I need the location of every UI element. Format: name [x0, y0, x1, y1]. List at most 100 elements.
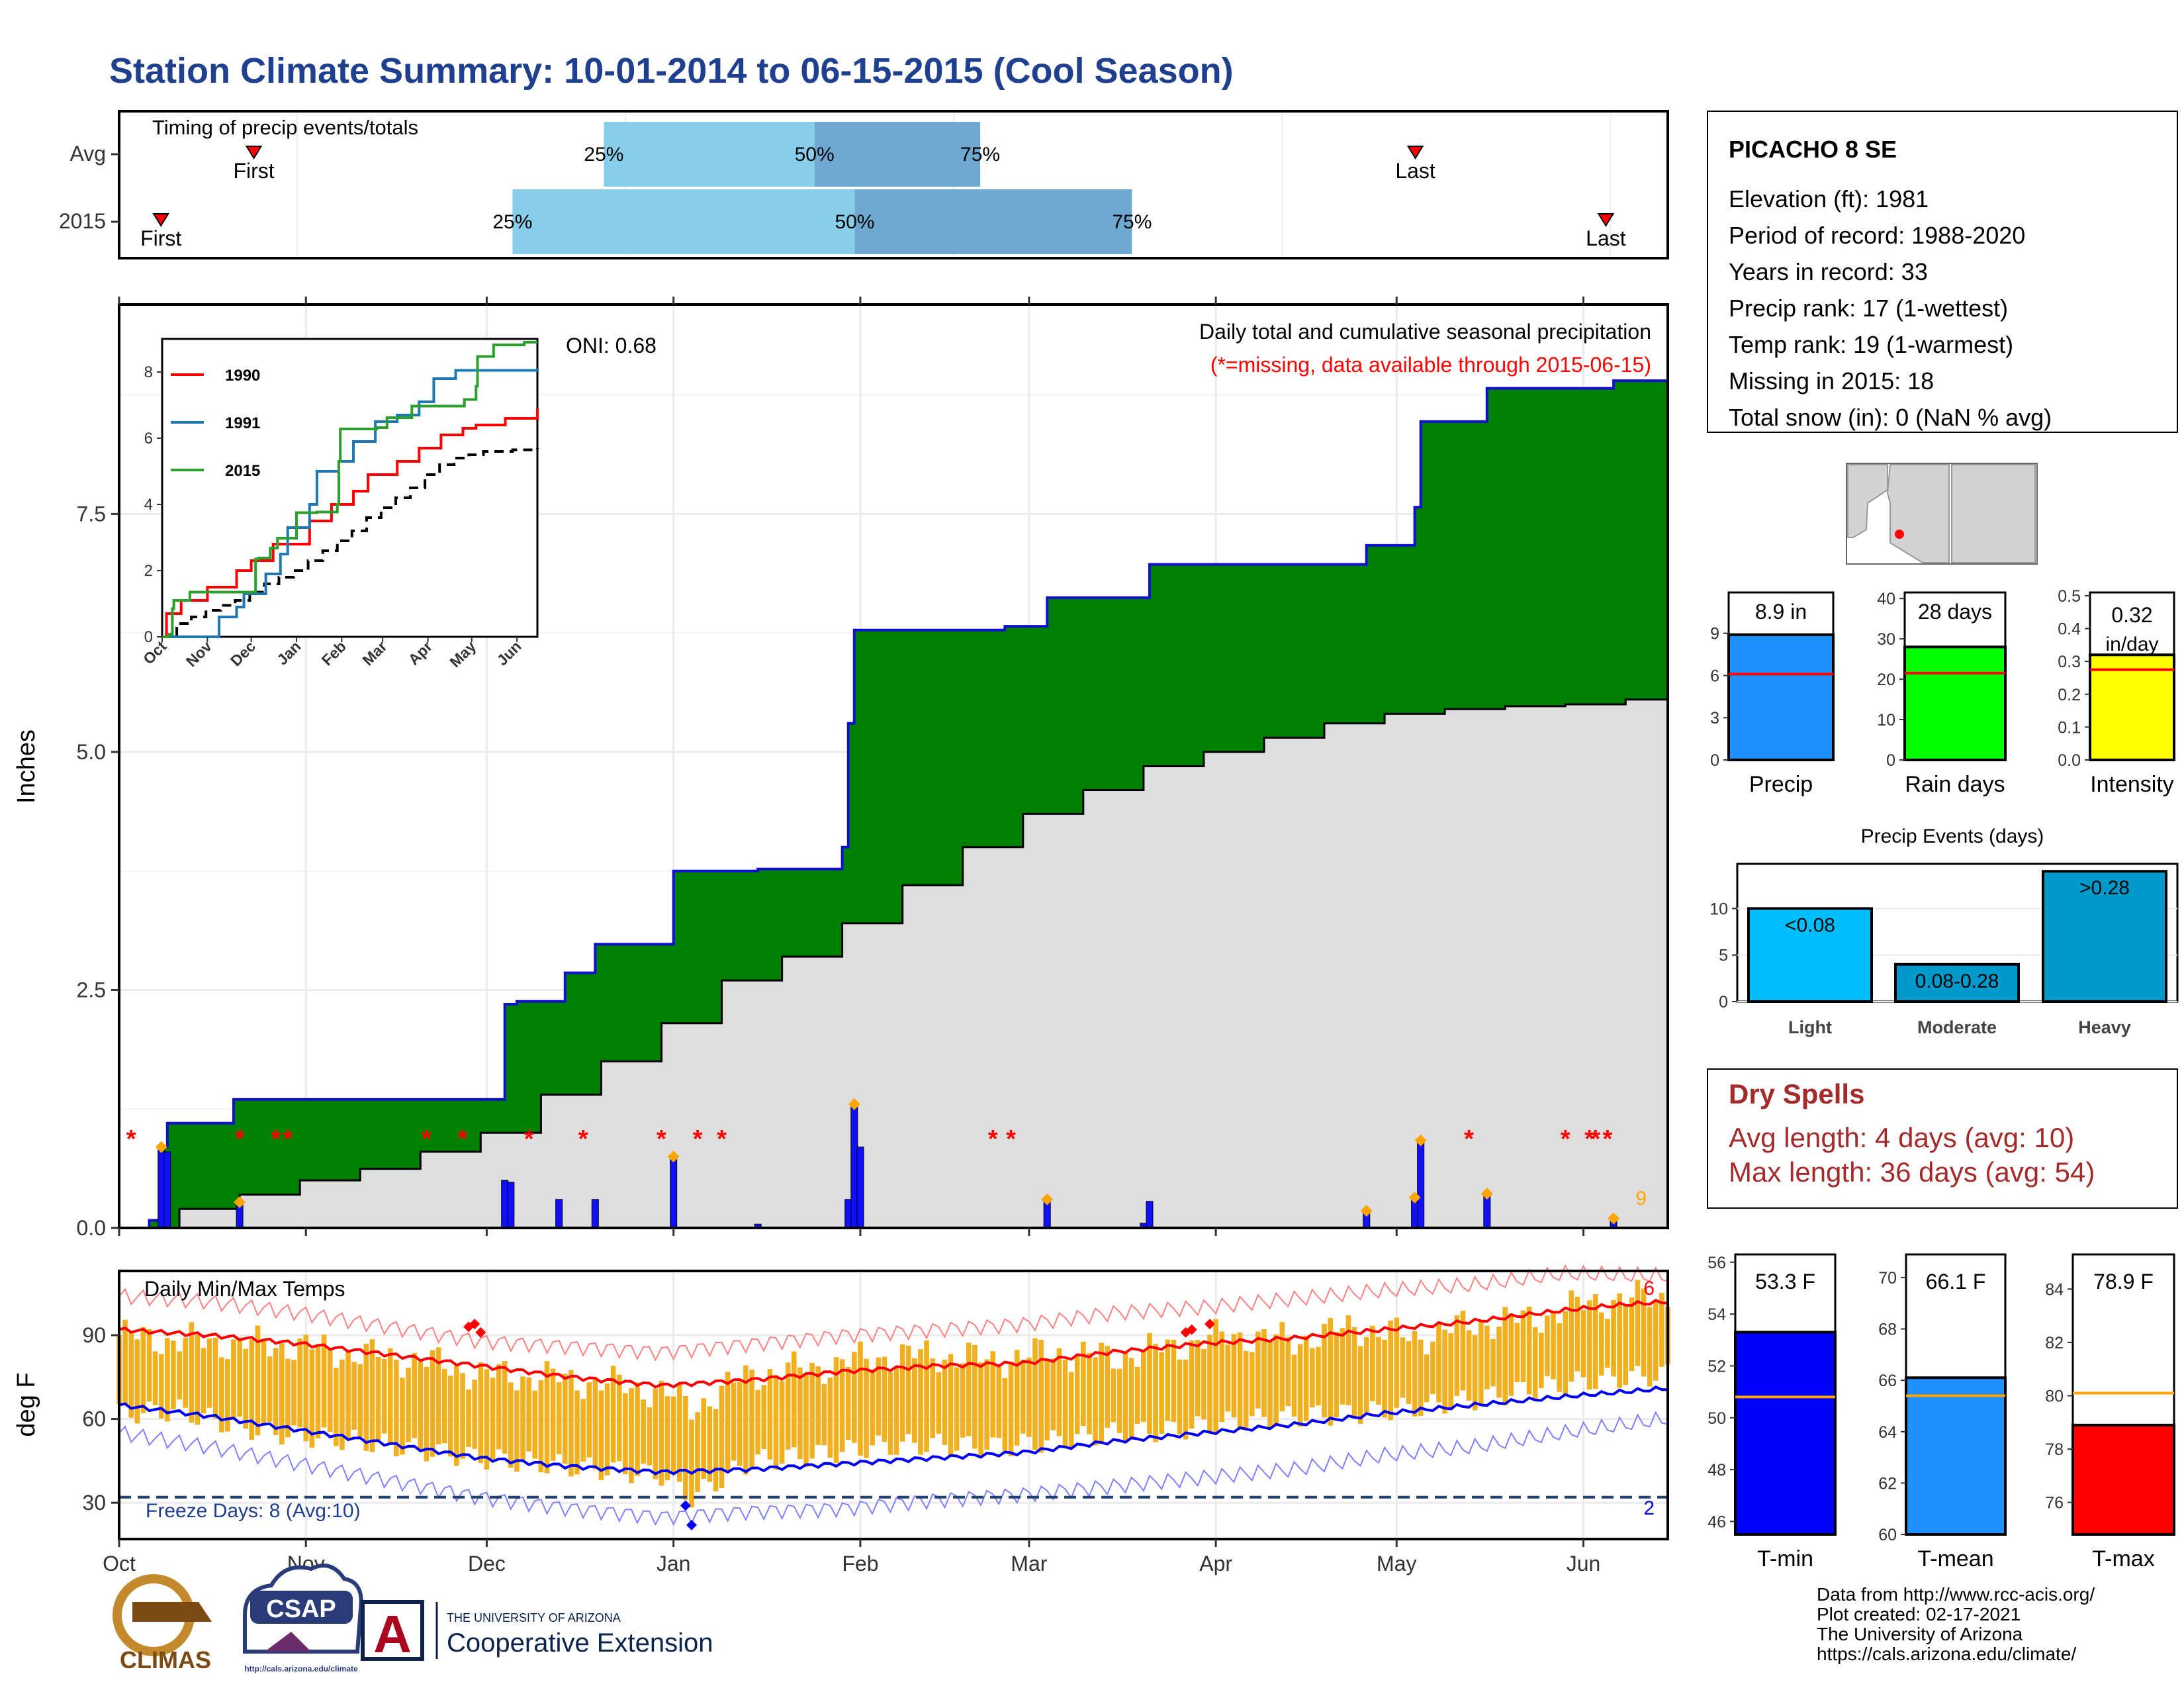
figure-title: Station Climate Summary: 10-01-2014 to 0… [109, 51, 1234, 91]
daily-temp-bar [870, 1369, 875, 1446]
missing-day-marker: * [1590, 1125, 1600, 1153]
temp-x-tick-label: Apr [1199, 1552, 1232, 1575]
daily-temp-bar [1623, 1304, 1629, 1385]
tmean-gauge-x-label: T-mean [1917, 1546, 1993, 1571]
daily-temp-bar [1400, 1337, 1406, 1398]
daily-temp-bar [761, 1385, 767, 1450]
daily-temp-bar [1243, 1350, 1249, 1430]
credit-line: https://cals.arizona.edu/climate/ [1817, 1644, 2076, 1664]
ua-logo-small-text: THE UNIVERSITY OF ARIZONA [447, 1611, 621, 1624]
daily-temp-bar [122, 1319, 128, 1405]
daily-temp-bar [550, 1368, 556, 1461]
temp-title: Daily Min/Max Temps [144, 1277, 345, 1301]
precip-events-y-tick-label: 10 [1709, 900, 1728, 918]
raindays-gauge-x-label: Rain days [1905, 772, 2005, 797]
daily-temp-bar [490, 1378, 496, 1460]
csap-logo: CSAP http://cals.arizona.edu/climate [243, 1564, 363, 1673]
timing-marker-triangle [1597, 213, 1615, 227]
climas-logo-shape [132, 1602, 212, 1622]
precip-axes: 0.0 2.5 5.0 7.5 [77, 297, 1585, 1240]
missing-day-marker: * [271, 1125, 281, 1153]
daily-temp-bar [526, 1377, 531, 1452]
avg-min-line [118, 1385, 1668, 1476]
tmax-gauge-value-label: 78.9 F [2093, 1270, 2154, 1293]
credit-line: Data from http://www.rcc-acis.org/ [1817, 1584, 2095, 1605]
daily-temp-bar [279, 1342, 285, 1444]
temp-record-high-count: 6 [1643, 1278, 1655, 1299]
timing-bar-q50-q75 [814, 122, 981, 187]
daily-temp-bar [1357, 1346, 1363, 1424]
daily-temp-bar [586, 1382, 592, 1458]
daily-temp-bar [1363, 1336, 1369, 1413]
raindays-gauge-value-label: 28 days [1918, 600, 1992, 624]
climas-logo: CLIMAS [113, 1574, 212, 1673]
daily-temp-bar [1231, 1334, 1237, 1418]
daily-temp-bar [1093, 1357, 1098, 1446]
raindays-gauge-y-tick-label: 30 [1877, 630, 1895, 649]
daily-temp-bar [1128, 1358, 1134, 1438]
record-high-marker [1186, 1324, 1197, 1335]
daily-temp-bar [845, 1367, 851, 1440]
map-state-new-mexico [1951, 464, 2036, 563]
event-marker [1360, 1205, 1373, 1217]
daily-temp-bar [1351, 1327, 1357, 1419]
daily-temp-bar [315, 1346, 321, 1438]
daily-temp-bar [520, 1376, 525, 1461]
daily-temp-bar [1074, 1356, 1080, 1434]
daily-temp-bar [1255, 1331, 1261, 1409]
daily-temp-bar [1502, 1307, 1508, 1405]
daily-precip-bar [1146, 1201, 1154, 1229]
record-low-marker [680, 1500, 691, 1511]
ua-logo-block [361, 1600, 424, 1661]
dry-spells-box: Dry Spells Avg length: 4 days (avg: 10) … [1707, 1068, 2178, 1209]
oni-value: ONI: 0.68 [566, 334, 657, 357]
daily-temp-bar [1267, 1341, 1273, 1429]
record-min-line [118, 1411, 1668, 1526]
daily-temp-bar [1081, 1341, 1086, 1427]
daily-temp-bar [731, 1382, 737, 1461]
daily-temp-bar [815, 1366, 821, 1445]
timing-percentile-label: 25% [584, 144, 623, 165]
daily-temp-bar [183, 1337, 188, 1408]
ua-logo-letter: A [373, 1605, 412, 1664]
daily-temp-bar [827, 1378, 833, 1458]
daily-temp-bar [406, 1368, 411, 1442]
daily-temp-bar [1141, 1350, 1146, 1422]
csap-logo-text: CSAP [266, 1595, 336, 1623]
daily-temp-bar [285, 1358, 291, 1438]
daily-temp-bar [466, 1389, 471, 1447]
daily-temp-bar [351, 1362, 357, 1430]
daily-temp-bar [1545, 1315, 1550, 1376]
daily-temp-bar [447, 1376, 453, 1457]
intensity-gauge-y-tick-label: 0.2 [2058, 686, 2081, 704]
daily-temp-bar [1237, 1333, 1243, 1430]
precip-event-count: 9 [1635, 1188, 1647, 1209]
daily-temp-bar [1201, 1348, 1206, 1420]
daily-temp-bar [538, 1380, 544, 1473]
daily-temp-bar [1316, 1346, 1321, 1406]
inset-series-line-1990 [162, 408, 539, 638]
raindays-gauge-y-tick-label: 20 [1877, 671, 1895, 689]
tmin-gauge-bar [1734, 1331, 1837, 1536]
temp-series [116, 1264, 1670, 1530]
daily-temp-bar [1002, 1378, 1008, 1451]
daily-temp-bar [478, 1362, 484, 1464]
average-cumulative-line [119, 696, 1669, 1229]
daily-precip-bar [507, 1182, 515, 1229]
timing-percentile-label: 25% [492, 211, 532, 233]
daily-temp-bar [1466, 1330, 1472, 1401]
daily-temp-bar [852, 1352, 857, 1443]
temp-x-tick-label: Jun [1567, 1552, 1601, 1575]
daily-temp-bar [1496, 1327, 1502, 1398]
tmean-gauge-y-tick-label: 66 [1878, 1372, 1897, 1390]
timing-marker-triangle [245, 146, 263, 160]
daily-temp-bar [273, 1348, 279, 1435]
daily-precip-bar [1411, 1199, 1419, 1229]
daily-temp-bar [321, 1335, 327, 1428]
daily-temp-bar [1345, 1315, 1351, 1406]
daily-temp-bar [1297, 1344, 1303, 1427]
timing-bar-q50-q75 [854, 189, 1132, 254]
precip-gauge-y-tick-label: 6 [1710, 667, 1719, 685]
intensity-gauge-value-label: in/day [2105, 633, 2158, 655]
